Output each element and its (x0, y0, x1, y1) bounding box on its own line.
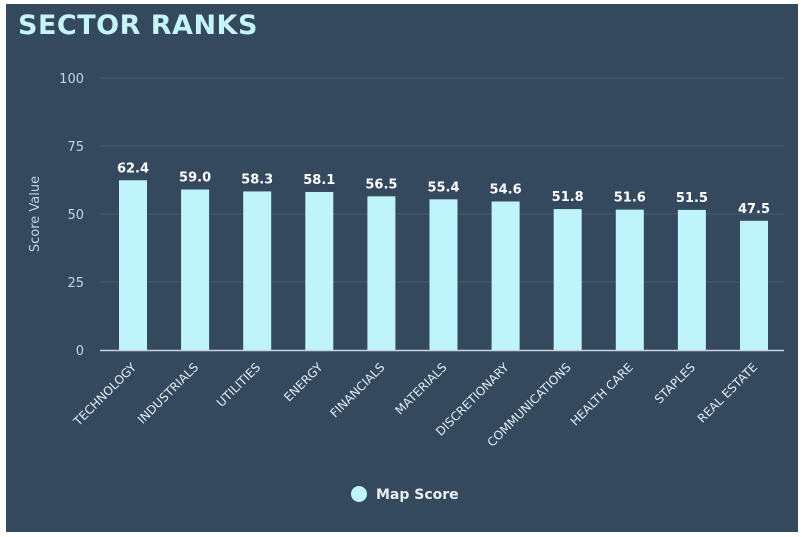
bar-discretionary[interactable] (491, 201, 520, 350)
bar-financials[interactable] (367, 196, 396, 350)
legend-label-map-score[interactable]: Map Score (376, 487, 459, 503)
chart-title: SECTOR RANKS (18, 10, 258, 41)
data-label: 51.6 (614, 191, 646, 206)
bar-chart: 0 25 50 75 100 Score Value 62.4 59.0 58.3 58.1 5… (28, 72, 784, 503)
x-tick-label: UTILITIES (214, 360, 263, 409)
data-label: 58.1 (303, 173, 335, 188)
bar-technology[interactable] (119, 180, 147, 350)
x-tick-label: STAPLES (652, 360, 698, 406)
bar-communications[interactable] (553, 209, 582, 350)
y-tick-label: 100 (59, 72, 84, 87)
data-label: 55.4 (427, 180, 459, 195)
y-tick-label: 25 (67, 276, 84, 291)
data-label: 51.5 (676, 191, 708, 206)
data-labels: 62.4 59.0 58.3 58.1 56.5 55.4 54.6 51.8 51.6 51.5… (117, 161, 770, 217)
data-label: 51.8 (552, 190, 584, 205)
y-tick-label: 75 (67, 140, 84, 155)
y-axis-ticks: 0 25 50 75 100 (59, 72, 84, 359)
chart-panel: SECTOR RANKS 0 25 50 75 100 Score Value 62.4… (6, 4, 798, 532)
x-tick-label: REAL ESTATE (695, 360, 760, 425)
bar-real-estate[interactable] (740, 220, 768, 350)
legend-marker[interactable] (351, 486, 367, 502)
bars (119, 180, 768, 350)
data-label: 56.5 (365, 177, 397, 192)
y-tick-label: 0 (76, 344, 84, 359)
x-tick-label: ENERGY (281, 360, 326, 405)
x-tick-label: TECHNOLOGY (70, 360, 139, 429)
bar-industrials[interactable] (181, 189, 210, 350)
bar-health-care[interactable] (615, 209, 644, 350)
x-tick-label: FINANCIALS (327, 360, 387, 420)
bar-materials[interactable] (429, 199, 458, 350)
data-label: 54.6 (490, 182, 522, 197)
data-label: 58.3 (241, 172, 273, 187)
data-label: 59.0 (179, 171, 211, 186)
x-tick-label: HEALTH CARE (568, 360, 636, 428)
x-tick-label: INDUSTRIALS (135, 360, 201, 426)
data-label: 62.4 (117, 161, 149, 176)
bar-energy[interactable] (305, 191, 334, 350)
legend[interactable]: Map Score (351, 486, 459, 503)
bar-staples[interactable] (677, 209, 706, 350)
y-axis-title: Score Value (28, 176, 43, 252)
x-tick-label: MATERIALS (392, 360, 449, 417)
y-tick-label: 50 (67, 208, 84, 223)
bar-utilities[interactable] (243, 191, 272, 350)
data-label: 47.5 (738, 202, 770, 217)
